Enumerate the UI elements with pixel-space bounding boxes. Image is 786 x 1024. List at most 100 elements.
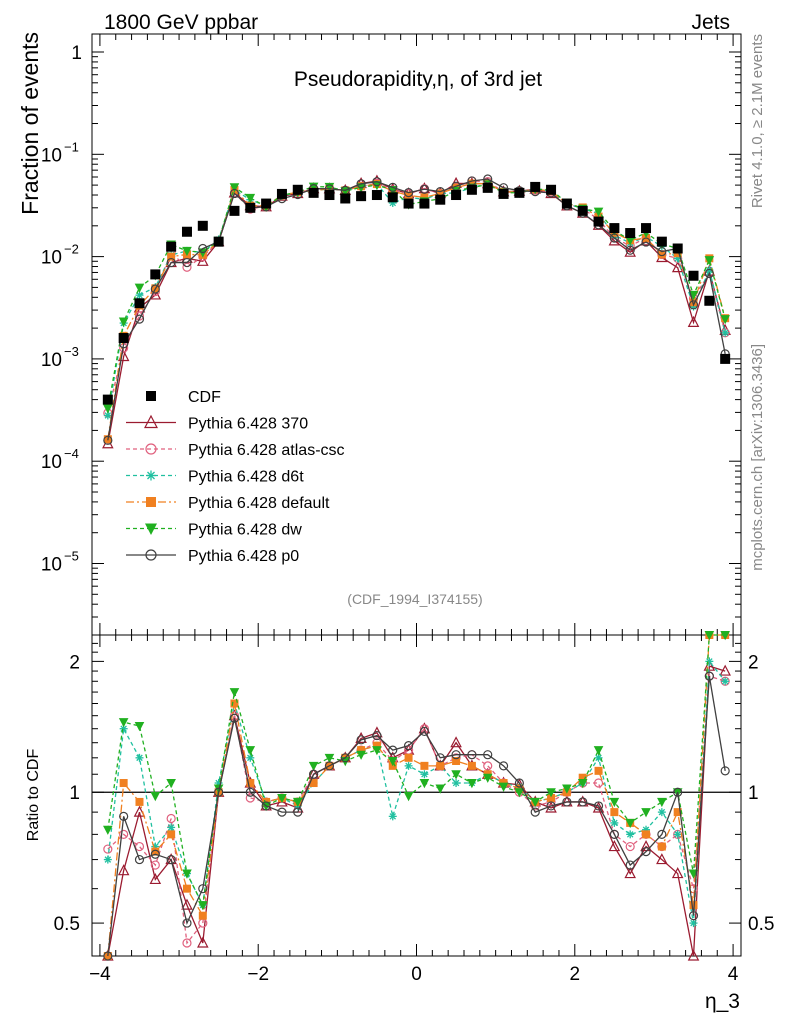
ratio-point (546, 801, 556, 811)
data-point (213, 236, 224, 247)
ratio-point (530, 797, 541, 808)
data-point (181, 226, 192, 237)
ratio-point (467, 761, 476, 770)
ratio-axis-label: Ratio to CDF (25, 749, 42, 842)
data-point (276, 188, 287, 199)
data-point (546, 184, 557, 195)
ratio-point (198, 884, 208, 894)
legend-marker (146, 497, 156, 507)
series-cdf-data (102, 181, 731, 405)
series-point (245, 193, 256, 204)
ratio-point (404, 761, 413, 770)
ratio-point (355, 731, 367, 743)
x-axis-label: η_3 (705, 990, 740, 1013)
y-tick-label: 10 (41, 452, 62, 473)
data-point (118, 333, 129, 344)
ratio-point (657, 829, 667, 839)
data-point (720, 353, 731, 364)
legend-marker (146, 391, 156, 401)
ratio-point (309, 769, 319, 779)
series-line-ratio (107, 665, 726, 957)
ratio-point (436, 761, 445, 770)
series-point (182, 246, 192, 257)
series-line-main (107, 182, 726, 440)
series-point (198, 243, 208, 254)
asterisk-stroke (690, 919, 697, 927)
ratio-point (498, 761, 509, 771)
ratio-point (372, 746, 382, 756)
ratio-point (166, 813, 176, 824)
ratio-point (562, 797, 572, 807)
asterisk-stroke (389, 813, 397, 820)
series-point (687, 315, 700, 327)
y-tick-label: 10 (41, 350, 62, 371)
ratio-point (610, 808, 619, 817)
series-point (721, 328, 730, 337)
rivet-version-label: Rivet 4.1.0, ≥ 2.1M events (749, 34, 766, 208)
asterisk-stroke (167, 824, 175, 831)
ratio-point (578, 797, 588, 807)
ratio-tick-label-right: 0.5 (748, 914, 774, 935)
header-category-label: Jets (691, 11, 730, 34)
data-point (166, 241, 177, 252)
ratio-point (197, 936, 209, 948)
series-pythia-6-428-dw (103, 180, 730, 911)
ratio-point (229, 713, 240, 723)
ratio-point (641, 808, 651, 818)
asterisk-stroke (721, 678, 729, 685)
ratio-point (277, 807, 287, 817)
series-point (229, 183, 240, 193)
ratio-point (117, 864, 130, 876)
ratio-point (720, 631, 730, 641)
data-point (625, 228, 636, 239)
series-point (593, 207, 604, 217)
series-point (641, 237, 651, 247)
legend-label: Pythia 6.428 p0 (188, 548, 299, 565)
ratio-point (625, 841, 635, 852)
ratio-point (451, 750, 461, 760)
data-point (229, 205, 240, 216)
ratio-point (182, 918, 192, 928)
legend-marker (146, 470, 156, 481)
ratio-point (656, 853, 668, 865)
ratio-point (577, 779, 588, 789)
legend-entry: Pythia 6.428 dw (126, 522, 302, 539)
series-point (197, 254, 209, 266)
ratio-point (626, 830, 635, 839)
asterisk-stroke (136, 291, 143, 299)
ratio-point (624, 867, 636, 879)
ratio-point (593, 801, 604, 811)
ratio-point (482, 773, 493, 783)
ratio-point (467, 750, 477, 760)
ratio-tick-label-right: 2 (748, 652, 759, 673)
ratio-point (452, 756, 461, 765)
ratio-point (688, 911, 699, 921)
series-point (103, 404, 113, 414)
legend-entry: Pythia 6.428 d6t (126, 469, 304, 486)
series-point (688, 290, 699, 301)
ratio-point (119, 829, 129, 839)
asterisk-stroke (147, 471, 155, 480)
ratio-point (671, 867, 684, 879)
ratio-point (435, 784, 446, 794)
asterisk-stroke (674, 831, 681, 838)
header-energy-label: 1800 GeV ppbar (104, 11, 258, 34)
series-point (624, 245, 636, 257)
data-point (530, 181, 541, 192)
series-point (467, 179, 476, 188)
legend-marker (145, 549, 157, 561)
ratio-point (530, 807, 540, 817)
ratio-point (229, 688, 240, 698)
mcplots-label: mcplots.cern.ch [arXiv:1306.3436] (749, 344, 766, 571)
ratio-point (324, 753, 335, 764)
asterisk-stroke (658, 808, 666, 816)
ratio-point (625, 818, 635, 829)
data-point (688, 270, 699, 281)
asterisk-stroke (626, 831, 634, 838)
data-point (356, 191, 367, 202)
ratio-point (119, 811, 129, 821)
ratio-point (182, 938, 192, 948)
data-point (641, 223, 652, 234)
legend-label: Pythia 6.428 370 (188, 416, 308, 433)
ratio-point (642, 830, 651, 839)
